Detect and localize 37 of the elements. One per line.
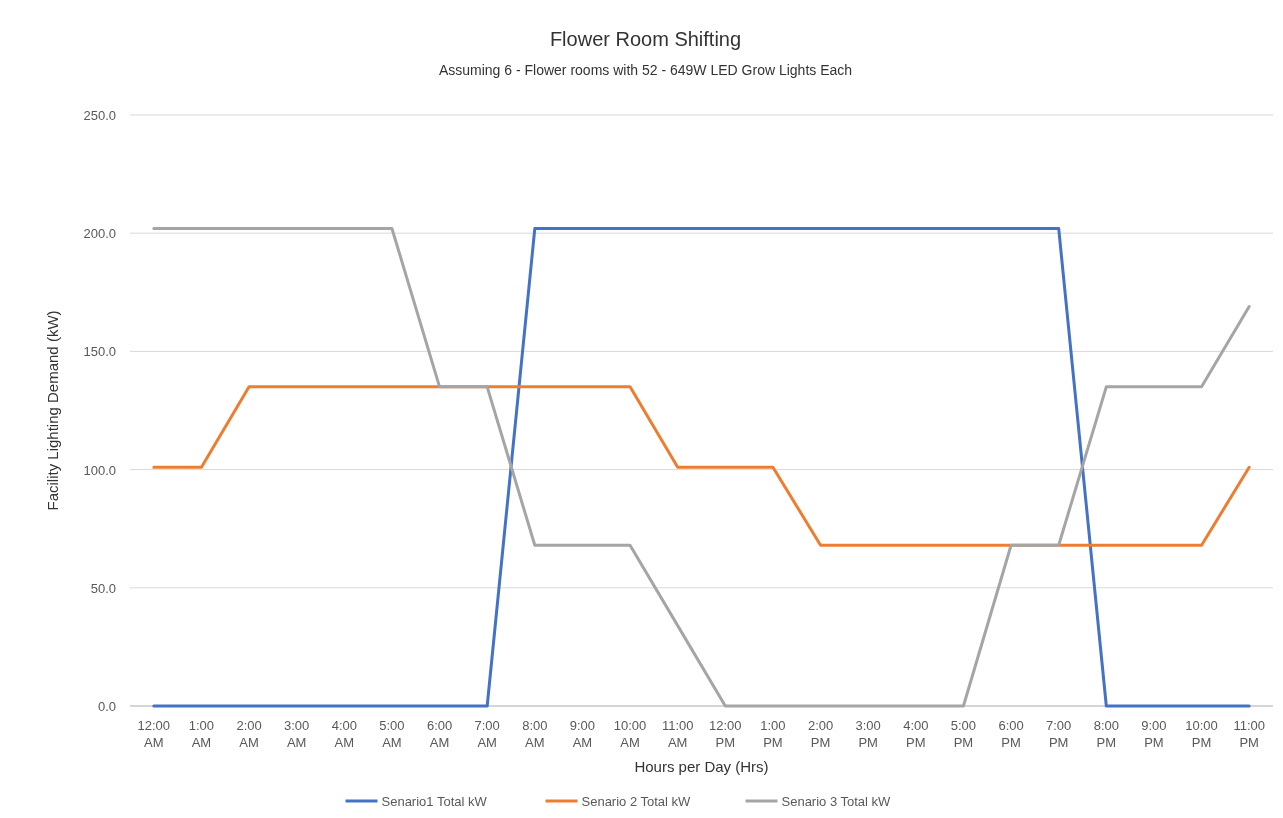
- x-tick-label: 2:00 AM: [236, 718, 262, 750]
- x-tick-label: 6:00 AM: [426, 718, 453, 750]
- y-tick-label: 50.0: [90, 580, 116, 596]
- x-tick-label: 9:00 PM: [1141, 718, 1167, 750]
- x-tick-label: 3:00 AM: [284, 718, 310, 750]
- x-tick-label: 3:00 PM: [855, 718, 881, 750]
- x-tick-label: 9:00 AM: [569, 718, 596, 750]
- x-tick-label: 4:00 PM: [903, 718, 929, 750]
- x-tick-label: 5:00 PM: [950, 718, 977, 750]
- y-tick-label: 250.0: [83, 108, 116, 123]
- x-tick-label: 7:00 AM: [474, 718, 500, 750]
- x-axis-title: Hours per Day (Hrs): [634, 758, 769, 775]
- x-tick-label: 12:00 AM: [137, 718, 171, 750]
- y-axis-title: Facility Lighting Demand (kW): [44, 310, 61, 511]
- legend-label: Senario 2 Total kW: [581, 794, 692, 809]
- x-tick-label: 11:00 AM: [661, 718, 694, 750]
- x-tick-label: 1:00 AM: [188, 718, 215, 750]
- x-tick-label: 10:00 AM: [613, 718, 647, 750]
- chart-title: Flower Room Shifting: [549, 28, 742, 50]
- x-tick-label: 8:00 AM: [522, 718, 548, 750]
- y-tick-label: 100.0: [83, 462, 116, 478]
- x-tick-label: 1:00 PM: [760, 718, 786, 750]
- y-tick-label: 150.0: [83, 344, 116, 360]
- x-tick-label: 8:00 PM: [1093, 718, 1119, 750]
- legend-label: Senario 3 Total kW: [781, 794, 892, 809]
- y-tick-label: 200.0: [83, 226, 116, 242]
- x-tick-label: 6:00 PM: [998, 718, 1024, 750]
- x-tick-label: 7:00 PM: [1046, 718, 1072, 750]
- x-tick-label: 12:00 PM: [709, 718, 742, 750]
- x-tick-label: 2:00 PM: [807, 718, 834, 750]
- x-tick-label: 11:00 PM: [1233, 718, 1265, 750]
- legend-label: Senario1 Total kW: [381, 794, 488, 809]
- y-tick-label: 0.0: [97, 699, 116, 714]
- x-tick-label: 5:00 AM: [379, 718, 405, 750]
- x-tick-label: 4:00 AM: [331, 718, 357, 750]
- x-tick-label: 10:00 PM: [1185, 718, 1218, 750]
- chart-subtitle: Assuming 6 - Flower rooms with 52 - 649W LED Grow Lights Each: [438, 62, 853, 78]
